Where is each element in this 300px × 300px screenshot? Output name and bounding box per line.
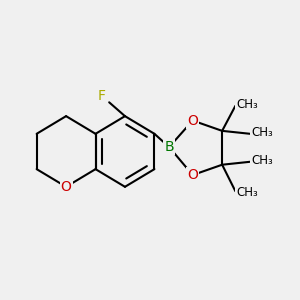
Text: CH₃: CH₃ (251, 154, 273, 167)
Text: B: B (164, 140, 174, 154)
Text: CH₃: CH₃ (251, 126, 273, 140)
Text: O: O (187, 114, 198, 128)
Text: O: O (187, 168, 198, 182)
Text: F: F (98, 88, 105, 103)
Text: O: O (61, 180, 71, 194)
Text: CH₃: CH₃ (236, 98, 258, 111)
Text: CH₃: CH₃ (236, 186, 258, 199)
